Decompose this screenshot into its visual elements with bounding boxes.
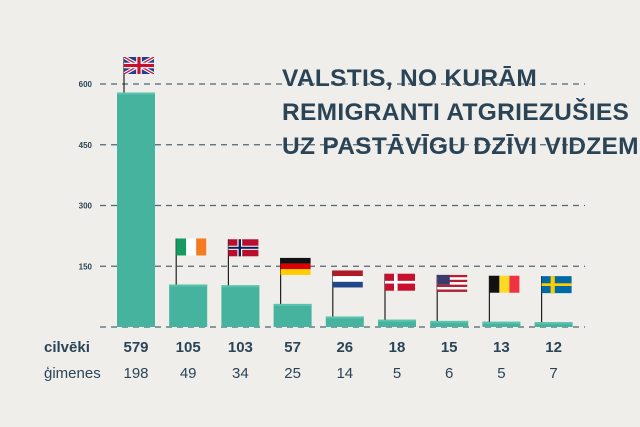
title-line-2: REMIGRANTI ATGRIEZUŠIES (282, 99, 630, 126)
bar (325, 316, 364, 327)
data-label: 12 (545, 339, 562, 356)
belgium-flag-icon (488, 275, 520, 322)
usa-flag-icon (436, 274, 468, 321)
ireland-flag-icon (175, 238, 207, 285)
data-label: 14 (336, 365, 353, 382)
data-label: 5 (497, 365, 505, 382)
bar (534, 322, 573, 327)
data-label: 57 (284, 339, 301, 356)
germany-flag-icon (280, 257, 311, 304)
data-label: 198 (123, 365, 148, 382)
netherlands-flag-icon (332, 270, 363, 317)
data-label: 18 (389, 339, 406, 356)
data-label: 6 (445, 365, 453, 382)
bar (378, 319, 416, 327)
bar (117, 92, 155, 327)
flags (123, 57, 572, 323)
bar (169, 284, 208, 327)
data-label: 5 (393, 365, 401, 382)
y-tick-label: 300 (79, 202, 93, 211)
data-label: 105 (176, 339, 201, 356)
uk-flag-icon (123, 57, 154, 93)
bars (117, 92, 573, 327)
norway-flag-icon (227, 239, 259, 286)
data-label: 49 (180, 365, 197, 382)
row-label-cilvēki: cilvēki (44, 339, 90, 356)
sweden-flag-icon (540, 276, 572, 323)
bar (221, 285, 260, 327)
title-line-3: UZ PASTĀVĪGU DZĪVI VIDZEMĒ (282, 133, 640, 160)
denmark-flag-icon (384, 273, 415, 320)
data-label: 579 (123, 339, 148, 356)
y-tick-label: 600 (79, 80, 93, 89)
bar (430, 320, 469, 327)
chart-title: VALSTIS, NO KURĀM REMIGRANTI ATGRIEZUŠIE… (282, 62, 640, 164)
data-label: 13 (493, 339, 510, 356)
data-label: 34 (232, 365, 249, 382)
data-label: 103 (228, 339, 253, 356)
y-tick-label: 150 (79, 262, 93, 271)
bar (482, 321, 521, 327)
row-label-ģimenes: ģimenes (44, 365, 101, 382)
bar (273, 303, 312, 327)
y-tick-label: 450 (79, 141, 93, 150)
title-line-1: VALSTIS, NO KURĀM (282, 65, 538, 92)
data-label: 15 (441, 339, 458, 356)
data-label: 26 (336, 339, 353, 356)
data-label: 7 (549, 365, 557, 382)
data-label: 25 (284, 365, 301, 382)
y-axis-ticks: 150 300 450 600 (79, 80, 93, 271)
